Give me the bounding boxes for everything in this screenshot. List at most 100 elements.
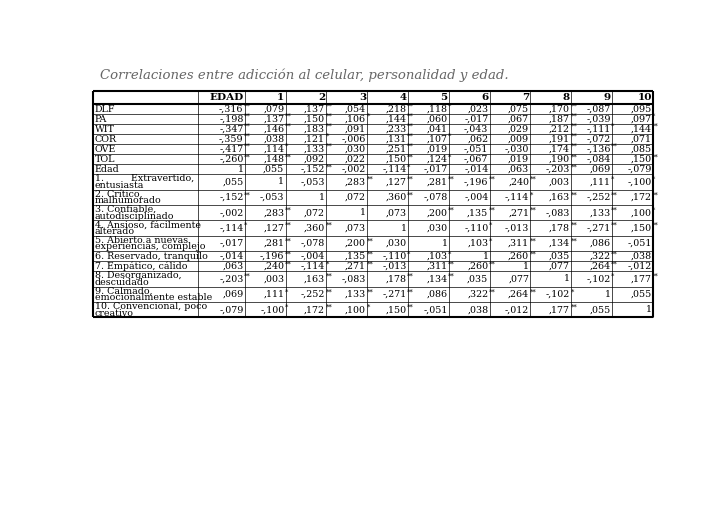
Text: ,124: ,124 [427,155,448,164]
Text: ,146: ,146 [264,125,285,134]
Text: -,002: -,002 [341,165,366,174]
Text: 5: 5 [440,93,448,102]
Text: ,003: ,003 [264,274,285,284]
Text: ,019: ,019 [508,155,529,164]
Text: -,017: -,017 [219,239,244,248]
Text: **: ** [285,207,291,215]
Text: ,023: ,023 [467,105,488,114]
Text: ,200: ,200 [345,239,366,248]
Text: ,163: ,163 [304,274,325,284]
Text: ,077: ,077 [549,262,570,271]
Text: 1: 1 [277,93,285,102]
Text: 9: 9 [604,93,611,102]
Text: ,055: ,055 [263,165,285,174]
Text: -,039: -,039 [586,115,611,124]
Text: ,071: ,071 [630,135,652,144]
Text: ,111: ,111 [264,290,285,299]
Text: ,233: ,233 [386,125,407,134]
Text: **: ** [325,103,332,111]
Text: ,111: ,111 [590,178,611,186]
Text: **: ** [407,191,414,199]
Text: ,055: ,055 [590,305,611,314]
Text: **: ** [652,153,659,161]
Text: ,072: ,072 [304,208,325,217]
Text: **: ** [612,191,618,199]
Text: **: ** [652,222,659,230]
Text: -,152: -,152 [301,165,325,174]
Text: ,055: ,055 [630,290,652,299]
Text: **: ** [366,250,373,258]
Text: COR: COR [95,135,117,144]
Text: ,114: ,114 [264,145,285,154]
Text: 2. Crítico,: 2. Crítico, [95,189,143,199]
Text: **: ** [244,273,250,281]
Text: **: ** [571,153,577,161]
Text: ,172: ,172 [630,193,652,202]
Text: -,114: -,114 [382,165,407,174]
Text: ,003: ,003 [549,178,570,186]
Text: ,133: ,133 [590,208,611,217]
Text: -,359: -,359 [219,135,244,144]
Text: ,283: ,283 [345,178,366,186]
Text: **: ** [244,103,250,111]
Text: *: * [325,260,329,268]
Text: -,114: -,114 [301,262,325,271]
Text: **: ** [488,288,496,296]
Text: 3: 3 [359,93,366,102]
Text: **: ** [325,143,332,151]
Text: **: ** [244,153,250,161]
Text: **: ** [285,222,291,230]
Text: ,063: ,063 [508,165,529,174]
Text: entusiasta: entusiasta [95,181,144,190]
Text: ,134: ,134 [427,274,448,284]
Text: *: * [488,222,492,230]
Text: -,051: -,051 [423,305,448,314]
Text: **: ** [285,113,291,121]
Text: **: ** [325,288,332,296]
Text: **: ** [325,113,332,121]
Text: -,004: -,004 [301,252,325,261]
Text: ,118: ,118 [427,105,448,114]
Text: ,079: ,079 [264,105,285,114]
Text: ,178: ,178 [386,274,407,284]
Text: 1: 1 [319,193,325,202]
Text: ,100: ,100 [345,305,366,314]
Text: ,072: ,072 [345,193,366,202]
Text: -,111: -,111 [587,125,611,134]
Text: ,163: ,163 [549,193,570,202]
Text: *: * [530,191,533,199]
Text: *: * [285,143,288,151]
Text: *: * [366,113,370,121]
Text: **: ** [285,153,291,161]
Text: 1: 1 [360,208,366,217]
Text: ,038: ,038 [467,305,488,314]
Text: ,055: ,055 [222,178,244,186]
Text: ,150: ,150 [386,305,407,314]
Text: **: ** [325,163,332,171]
Text: **: ** [325,273,332,281]
Text: 1: 1 [605,290,611,299]
Text: **: ** [652,273,659,281]
Text: 10. Convencional, poco: 10. Convencional, poco [95,302,207,311]
Text: ,174: ,174 [549,145,570,154]
Text: ,103: ,103 [467,239,488,248]
Text: ,086: ,086 [427,290,448,299]
Text: **: ** [571,103,577,111]
Text: 1.         Extravertido,: 1. Extravertido, [95,174,194,183]
Text: **: ** [407,153,414,161]
Text: -,053: -,053 [301,178,325,186]
Text: -,347: -,347 [219,125,244,134]
Text: ,150: ,150 [630,155,652,164]
Text: ,054: ,054 [345,105,366,114]
Text: ,144: ,144 [386,115,407,124]
Text: ,060: ,060 [427,115,448,124]
Text: 5. Abierto a nuevas: 5. Abierto a nuevas [95,236,188,245]
Text: 1: 1 [523,262,529,271]
Text: -,102: -,102 [546,290,570,299]
Text: ,218: ,218 [386,105,407,114]
Text: ,100: ,100 [630,208,652,217]
Text: *: * [652,176,655,184]
Text: **: ** [571,237,577,245]
Text: **: ** [244,143,250,151]
Text: **: ** [366,237,373,245]
